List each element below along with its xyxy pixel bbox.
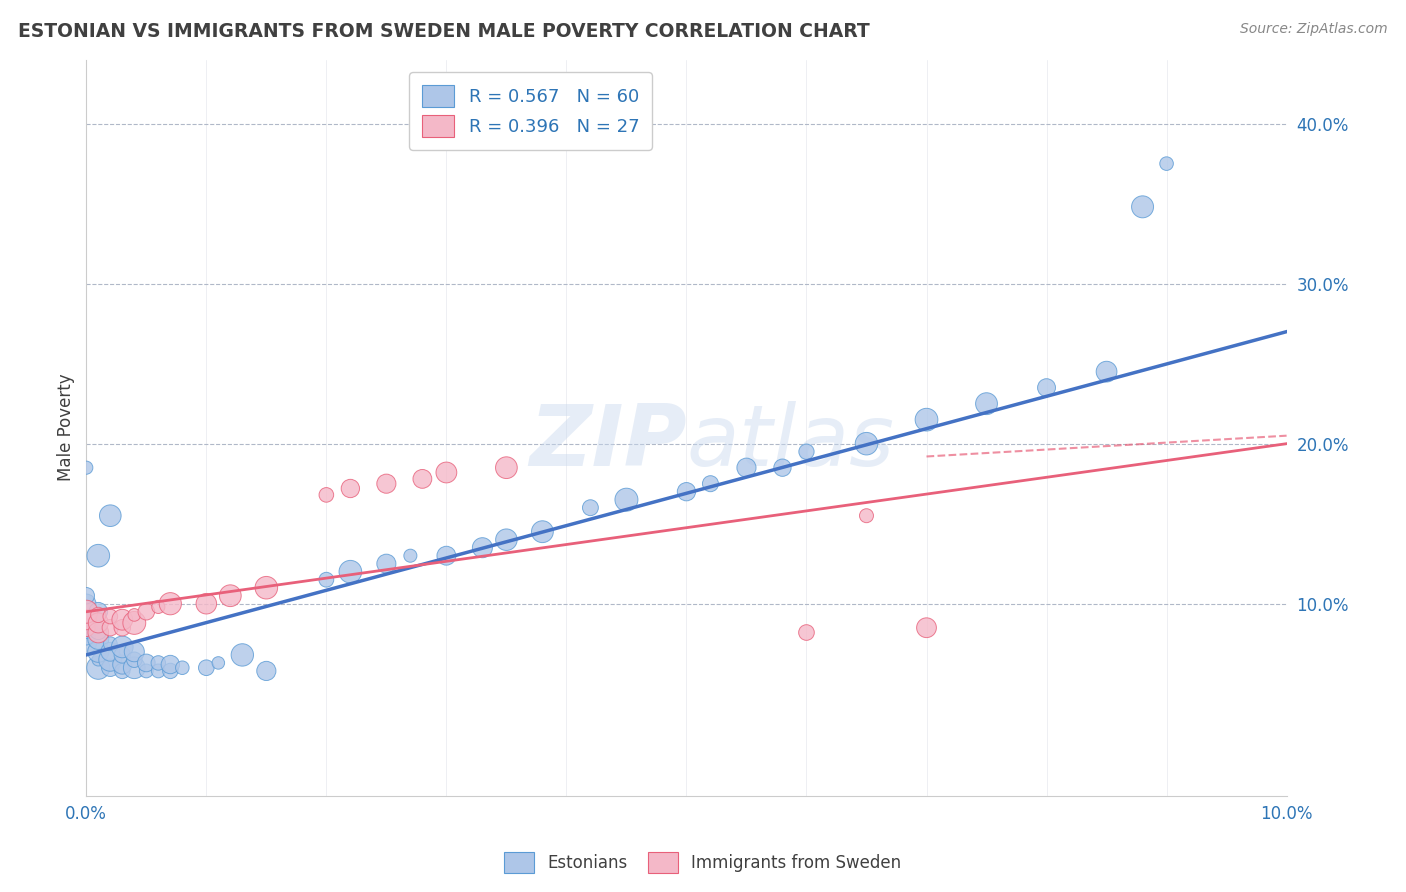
Point: [796, 444, 818, 458]
Point: [315, 573, 337, 587]
Point: [75, 621, 97, 635]
Point: [699, 476, 721, 491]
Point: [315, 488, 337, 502]
Point: [75, 637, 97, 651]
Point: [87, 632, 110, 646]
Point: [579, 500, 602, 515]
Point: [735, 460, 758, 475]
Point: [207, 656, 229, 670]
Text: atlas: atlas: [686, 401, 894, 483]
Point: [1095, 365, 1118, 379]
Point: [195, 661, 218, 675]
Point: [219, 589, 242, 603]
Point: [434, 549, 457, 563]
Point: [339, 482, 361, 496]
Point: [159, 657, 181, 672]
Point: [124, 661, 146, 675]
Point: [148, 656, 170, 670]
Point: [75, 605, 97, 619]
Point: [495, 460, 517, 475]
Point: [75, 589, 97, 603]
Point: [87, 624, 110, 638]
Point: [98, 508, 121, 523]
Text: ZIP: ZIP: [529, 401, 686, 483]
Point: [111, 613, 134, 627]
Point: [675, 484, 697, 499]
Point: [87, 645, 110, 659]
Point: [495, 533, 517, 547]
Point: [1035, 381, 1057, 395]
Point: [111, 664, 134, 678]
Point: [1132, 200, 1154, 214]
Point: [87, 549, 110, 563]
Point: [87, 607, 110, 622]
Text: ESTONIAN VS IMMIGRANTS FROM SWEDEN MALE POVERTY CORRELATION CHART: ESTONIAN VS IMMIGRANTS FROM SWEDEN MALE …: [18, 22, 870, 41]
Point: [75, 613, 97, 627]
Point: [976, 397, 998, 411]
Point: [159, 597, 181, 611]
Point: [254, 664, 277, 678]
Point: [75, 629, 97, 643]
Point: [855, 436, 877, 450]
Point: [915, 621, 938, 635]
Point: [111, 648, 134, 662]
Point: [135, 656, 157, 670]
Legend: Estonians, Immigrants from Sweden: Estonians, Immigrants from Sweden: [498, 846, 908, 880]
Point: [1156, 156, 1178, 170]
Point: [87, 661, 110, 675]
Point: [98, 637, 121, 651]
Point: [75, 605, 97, 619]
Point: [855, 508, 877, 523]
Point: [254, 581, 277, 595]
Legend: R = 0.567   N = 60, R = 0.396   N = 27: R = 0.567 N = 60, R = 0.396 N = 27: [409, 72, 652, 150]
Point: [399, 549, 422, 563]
Point: [98, 645, 121, 659]
Point: [87, 605, 110, 619]
Point: [87, 653, 110, 667]
Point: [531, 524, 554, 539]
Point: [616, 492, 638, 507]
Text: Source: ZipAtlas.com: Source: ZipAtlas.com: [1240, 22, 1388, 37]
Point: [772, 460, 794, 475]
Point: [135, 605, 157, 619]
Point: [75, 613, 97, 627]
Point: [124, 645, 146, 659]
Point: [124, 607, 146, 622]
Point: [375, 476, 398, 491]
Point: [375, 557, 398, 571]
Point: [98, 621, 121, 635]
Point: [75, 597, 97, 611]
Point: [411, 472, 433, 486]
Point: [471, 541, 494, 555]
Point: [98, 653, 121, 667]
Point: [75, 621, 97, 635]
Point: [111, 621, 134, 635]
Point: [148, 664, 170, 678]
Point: [124, 653, 146, 667]
Y-axis label: Male Poverty: Male Poverty: [58, 374, 75, 482]
Point: [98, 609, 121, 624]
Point: [231, 648, 253, 662]
Point: [339, 565, 361, 579]
Point: [87, 615, 110, 630]
Point: [148, 599, 170, 614]
Point: [124, 615, 146, 630]
Point: [75, 460, 97, 475]
Point: [111, 640, 134, 654]
Point: [434, 466, 457, 480]
Point: [159, 664, 181, 678]
Point: [135, 664, 157, 678]
Point: [796, 625, 818, 640]
Point: [98, 661, 121, 675]
Point: [111, 657, 134, 672]
Point: [915, 412, 938, 426]
Point: [87, 625, 110, 640]
Point: [172, 661, 194, 675]
Point: [195, 597, 218, 611]
